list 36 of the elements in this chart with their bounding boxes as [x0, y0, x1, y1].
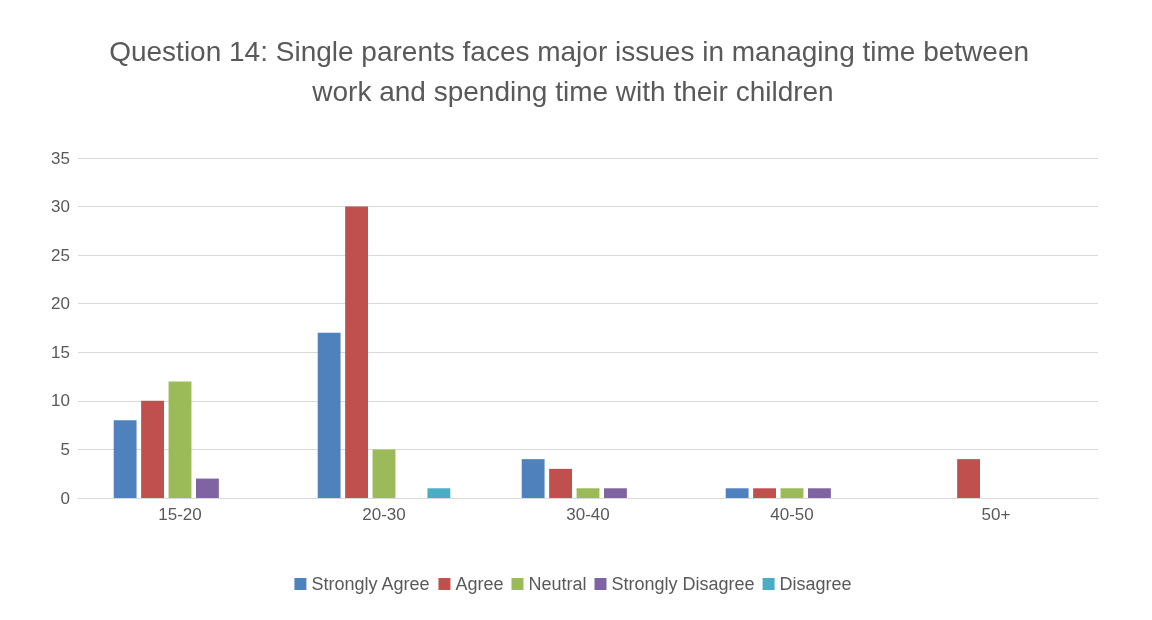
bar [168, 381, 192, 498]
bar [372, 449, 396, 498]
x-tick-label: 50+ [981, 505, 1011, 524]
x-tick-label: 20-30 [362, 505, 406, 524]
bar [317, 332, 341, 498]
x-tick-label: 15-20 [158, 505, 202, 524]
bar [576, 488, 600, 498]
bar [521, 459, 545, 498]
y-tick-label: 20 [51, 294, 70, 314]
legend-label: Neutral [528, 574, 587, 594]
y-tick-label: 30 [51, 197, 70, 217]
bar [549, 468, 572, 498]
legend-label: Strongly Agree [311, 574, 430, 594]
bar [808, 488, 831, 498]
x-tick-label: 30-40 [566, 505, 610, 524]
y-tick-label: 10 [51, 391, 70, 411]
bar [141, 400, 164, 498]
bar [753, 488, 776, 498]
x-tick-label: 40-50 [770, 505, 814, 524]
bar [780, 488, 804, 498]
y-tick-label: 35 [51, 148, 70, 168]
bar [113, 420, 137, 498]
chart-title: Question 14: Single parents faces major issues in managing time between work and spending time with their children [109, 35, 1037, 107]
legend-label: Agree [455, 574, 504, 594]
bar [427, 488, 451, 498]
bar [604, 488, 627, 498]
bar [196, 478, 219, 498]
y-tick-label: 5 [60, 439, 70, 459]
y-tick-label: 25 [51, 245, 70, 265]
legend-label: Disagree [779, 574, 852, 594]
legend-label: Strongly Disagree [611, 574, 755, 594]
bar [957, 459, 980, 498]
y-tick-label: 15 [51, 342, 70, 362]
y-tick-label: 0 [60, 488, 70, 508]
bar [725, 488, 749, 498]
bar [345, 206, 368, 498]
